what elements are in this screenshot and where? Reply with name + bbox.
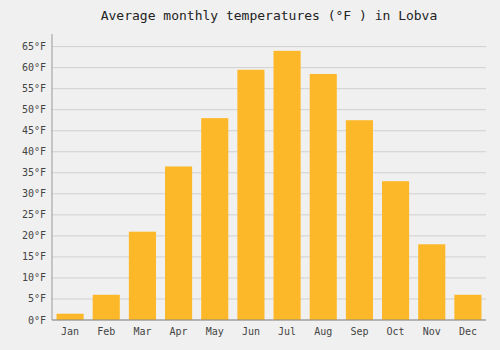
y-tick-label: 10°F [22,272,46,283]
y-tick-label: 60°F [22,62,46,73]
bar [93,295,120,320]
y-tick-label: 5°F [28,293,46,304]
x-tick-label: Apr [170,326,188,337]
x-axis: Jan Feb Mar Apr May Jun Jul Aug Sep Oct Nov Dec [52,320,486,337]
bar [237,70,264,320]
bar [129,232,156,320]
bar [310,74,337,320]
y-tick-label: 55°F [22,83,46,94]
x-tick-label: Sep [350,326,368,337]
chart: Average monthly temperatures (°F ) in Lo… [0,0,500,350]
y-tick-label: 20°F [22,230,46,241]
grid-line [52,320,486,321]
x-tick-label: Oct [387,326,405,337]
grid-line [52,151,486,152]
grid-line [52,88,486,89]
x-tick-label: Jun [242,326,260,337]
y-tick-label: 35°F [22,167,46,178]
x-tick-label: Dec [459,326,477,337]
y-tick-label: 40°F [22,146,46,157]
bar [382,181,409,320]
bar [418,244,445,320]
y-tick-label: 15°F [22,251,46,262]
y-axis-line [52,34,53,320]
bar [274,51,301,320]
y-tick-label: 25°F [22,209,46,220]
bar [346,120,373,320]
x-tick-label: Feb [97,326,115,337]
y-tick-label: 50°F [22,104,46,115]
bar [201,118,228,320]
grid-line [52,109,486,110]
grid-line [52,67,486,68]
y-axis: 0°F 5°F 10°F 15°F 20°F 25°F 30°F 35°F 40°F 45°F 50… [22,41,486,325]
x-tick-label: Jan [61,326,79,337]
x-tick-label: Mar [133,326,151,337]
x-tick-label: Jul [278,326,296,337]
y-tick-label: 65°F [22,41,46,52]
grid-line [52,172,486,173]
x-tick-label: Nov [423,326,441,337]
x-tick-label: May [206,326,224,337]
title: Average monthly temperatures (°F ) in Lo… [101,8,438,23]
x-tick-label: Aug [314,326,332,337]
bar [57,314,84,320]
grid-line [52,235,486,236]
bar [165,166,192,320]
grid-line [52,193,486,194]
y-tick-label: 30°F [22,188,46,199]
grid-line [52,214,486,215]
grid-line [52,130,486,131]
grid-line [52,46,486,47]
y-tick-label: 45°F [22,125,46,136]
y-tick-label: 0°F [28,315,46,326]
bars [57,51,482,320]
x-axis-line [52,320,486,321]
bar [454,295,481,320]
